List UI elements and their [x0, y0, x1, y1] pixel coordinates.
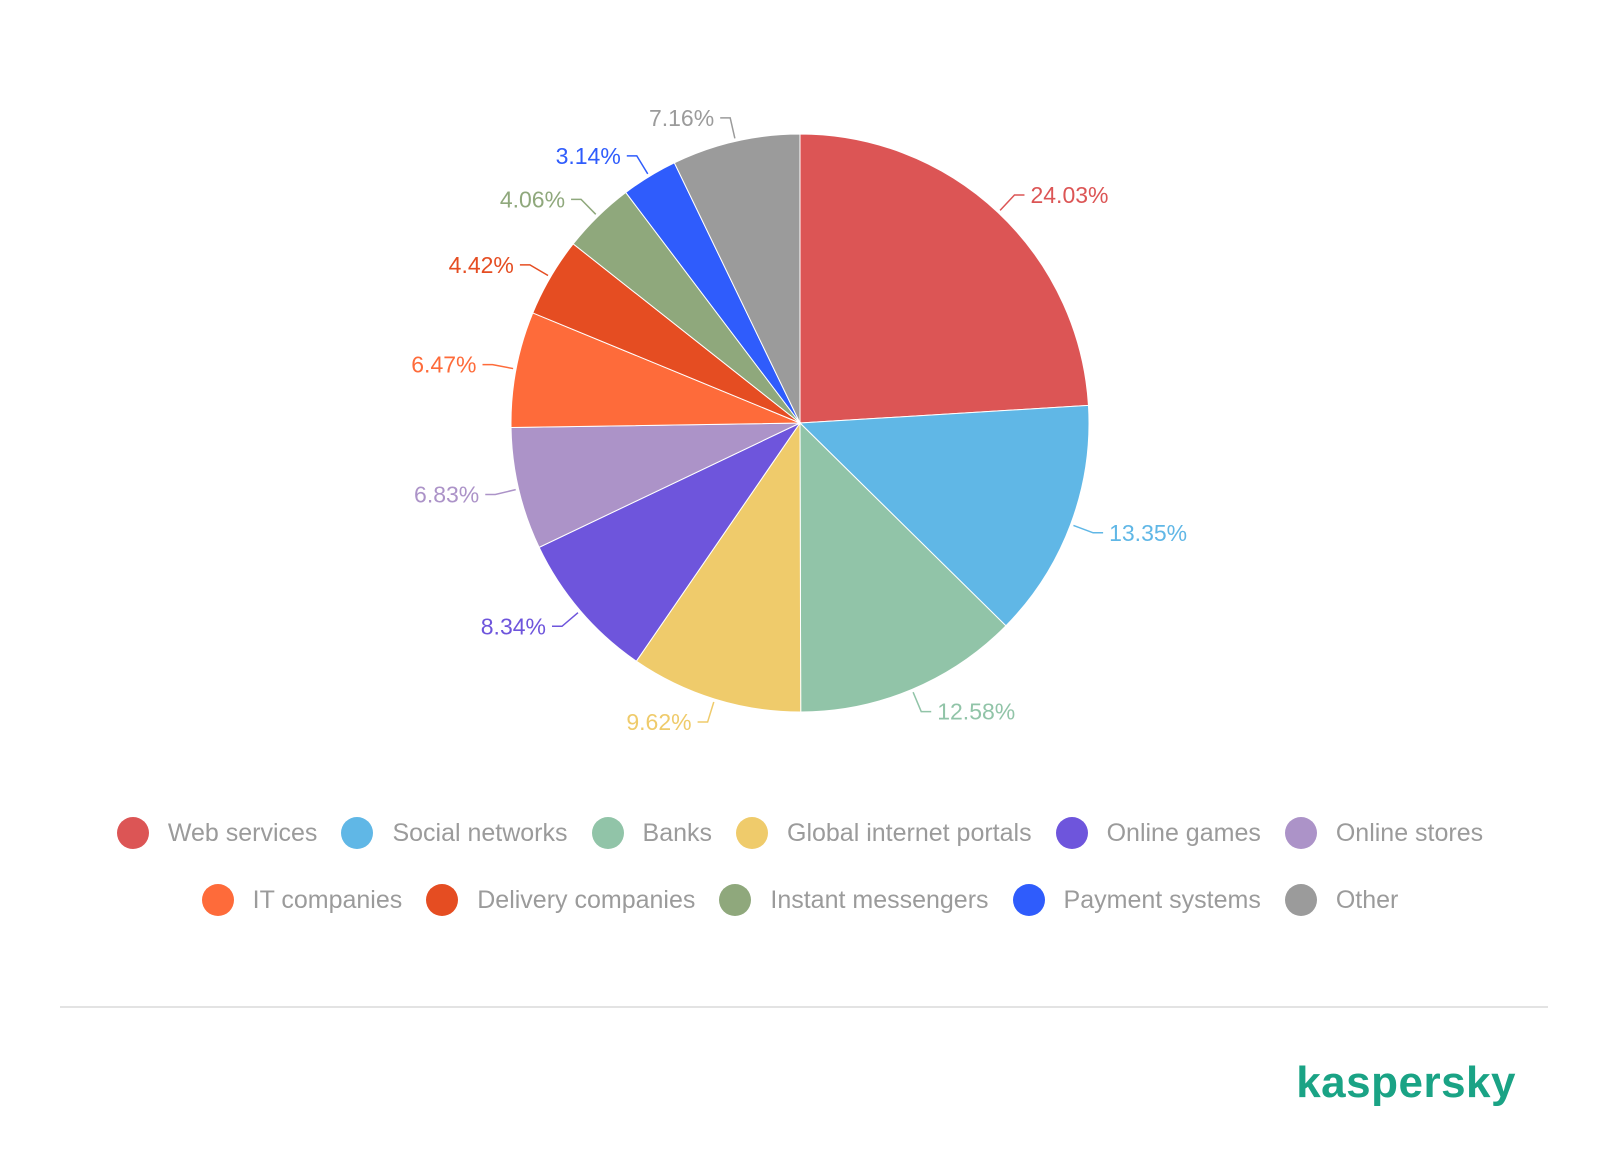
legend-label: Banks — [642, 818, 712, 847]
pie-slice-web-services — [799, 133, 1089, 424]
legend-item-other: Other — [1284, 880, 1399, 920]
data-label-web-services: 24.03% — [1030, 182, 1108, 208]
data-label-online-stores: 6.83% — [414, 481, 479, 507]
data-label-delivery-companies: 4.42% — [449, 252, 514, 278]
leader-line-online-games — [551, 612, 579, 628]
leader-line-web-services — [999, 194, 1025, 211]
legend-dot — [116, 817, 149, 849]
divider — [60, 1006, 1548, 1008]
leader-line-social-networks — [1073, 524, 1104, 534]
pie-slice-social-networks — [798, 404, 1090, 627]
legend-item-online-stores: Online stores — [1284, 813, 1484, 853]
leader-line-global-internet-portals — [697, 701, 715, 723]
legend-item-delivery-companies: Delivery companies — [426, 880, 695, 920]
legend-item-banks: Banks — [591, 813, 712, 853]
legend-label: Other — [1335, 885, 1399, 914]
leader-line-delivery-companies — [519, 264, 549, 277]
pie-slice-global-internet-portals — [635, 421, 802, 713]
pie-slice-other — [673, 133, 801, 424]
legend-dot — [1284, 817, 1317, 849]
pie-slice-online-stores — [510, 422, 801, 549]
legend-label: Web services — [167, 818, 318, 847]
data-label-instant-messengers: 4.06% — [500, 186, 565, 212]
legend-dot — [719, 884, 752, 916]
data-label-online-games: 8.34% — [481, 613, 546, 639]
legend-item-online-games: Online games — [1055, 813, 1261, 853]
legend-dot — [1012, 884, 1045, 916]
legend-dot — [1284, 884, 1317, 916]
data-label-other: 7.16% — [649, 105, 714, 131]
legend-item-web-services: Web services — [116, 813, 318, 853]
kaspersky-logo: kaspersky — [1296, 1058, 1516, 1107]
pie-chart: 24.03% 13.35% 12.58% 9.62% 8.34% 6.83% 6.47% 4.… — [411, 105, 1187, 735]
data-label-banks: 12.58% — [937, 699, 1015, 725]
legend-dot — [341, 817, 374, 849]
pie-slice-banks — [799, 421, 1007, 713]
pie-slice-online-games — [538, 421, 802, 662]
legend-label: Instant messengers — [770, 885, 989, 914]
legend-label: Global internet portals — [787, 818, 1032, 847]
leader-line-instant-messengers — [571, 198, 597, 215]
legend-label: Online games — [1106, 818, 1261, 847]
legend-label: Social networks — [392, 818, 568, 847]
legend-label: Delivery companies — [477, 885, 696, 914]
legend-dot — [736, 817, 768, 849]
leader-line-other — [720, 117, 736, 139]
legend-item-instant-messengers: Instant messengers — [719, 880, 989, 920]
legend-item-global-internet-portals: Global internet portals — [736, 813, 1032, 853]
legend-dot — [1055, 817, 1088, 849]
legend-row-2: IT companies Delivery companies Instant … — [0, 880, 1600, 920]
legend-row-1: Web services Social networks Banks Globa… — [0, 813, 1600, 853]
legend-label: IT companies — [252, 885, 403, 914]
data-label-social-networks: 13.35% — [1109, 520, 1187, 546]
legend-item-it-companies: IT companies — [201, 880, 403, 920]
legend-dot — [591, 817, 624, 849]
leader-line-banks — [912, 691, 932, 713]
data-label-it-companies: 6.47% — [411, 352, 476, 378]
data-label-payment-systems: 3.14% — [556, 143, 621, 169]
legend-dot — [201, 884, 234, 916]
pie-slice-it-companies — [510, 312, 801, 429]
legend-label: Online stores — [1335, 818, 1484, 847]
leader-line-it-companies — [482, 363, 514, 370]
data-label-global-internet-portals: 9.62% — [626, 709, 691, 735]
legend-item-payment-systems: Payment systems — [1012, 880, 1261, 920]
legend-label: Payment systems — [1063, 885, 1261, 914]
leader-line-payment-systems — [626, 155, 649, 175]
legend-item-social-networks: Social networks — [341, 813, 568, 853]
leader-line-online-stores — [485, 488, 516, 496]
legend-dot — [426, 884, 459, 916]
